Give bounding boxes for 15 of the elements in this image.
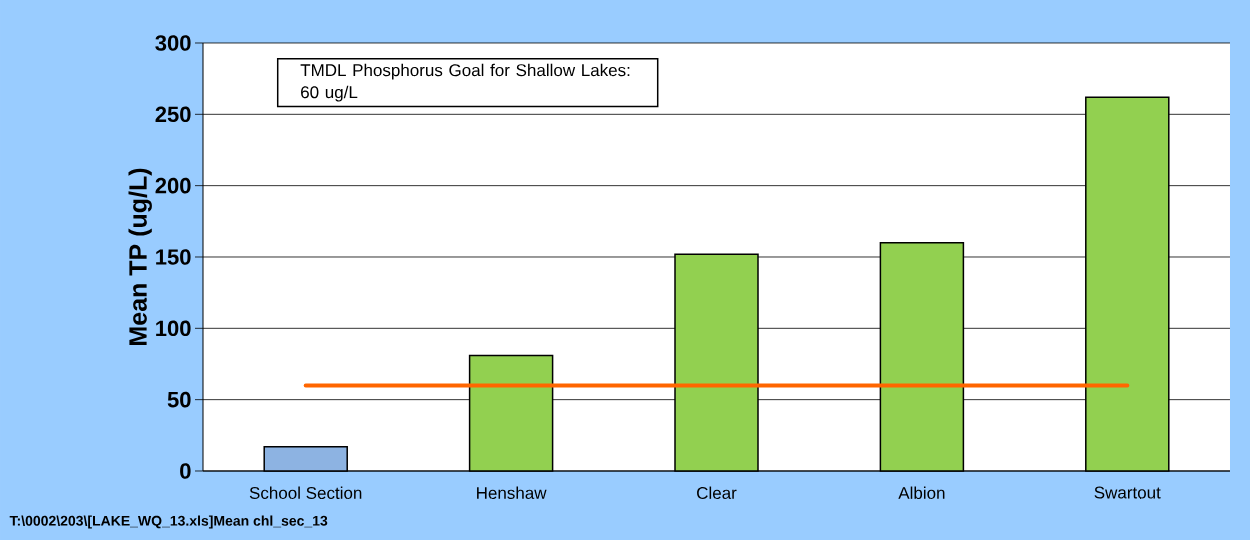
text: T:\0002\203\[LAKE_WQ_13.xls]Mean chl_sec_13: [9, 515, 328, 529]
x-tick-label: School Section: [249, 486, 362, 500]
y-axis-title: Mean TP (ug/L): [128, 168, 152, 345]
y-tick-label: 50: [167, 391, 191, 408]
x-tick-label: Henshaw: [477, 486, 547, 500]
x-tick-label: Albion: [898, 486, 945, 500]
y-tick-label: 250: [155, 106, 191, 123]
y-tick-label: 0: [180, 463, 191, 479]
y-tick-label: 300: [155, 35, 191, 51]
y-tick-label: 100: [156, 320, 191, 337]
annotation: TMDL Phosphorus Goal for Shallow Lakes: 60 ug/L: [300, 63, 630, 102]
x-tick-label: Swartout: [1094, 486, 1161, 499]
y-tick-label: 150: [156, 249, 191, 265]
x-tick-label: Clear: [697, 486, 737, 500]
y-tick-label: 200: [155, 177, 191, 194]
